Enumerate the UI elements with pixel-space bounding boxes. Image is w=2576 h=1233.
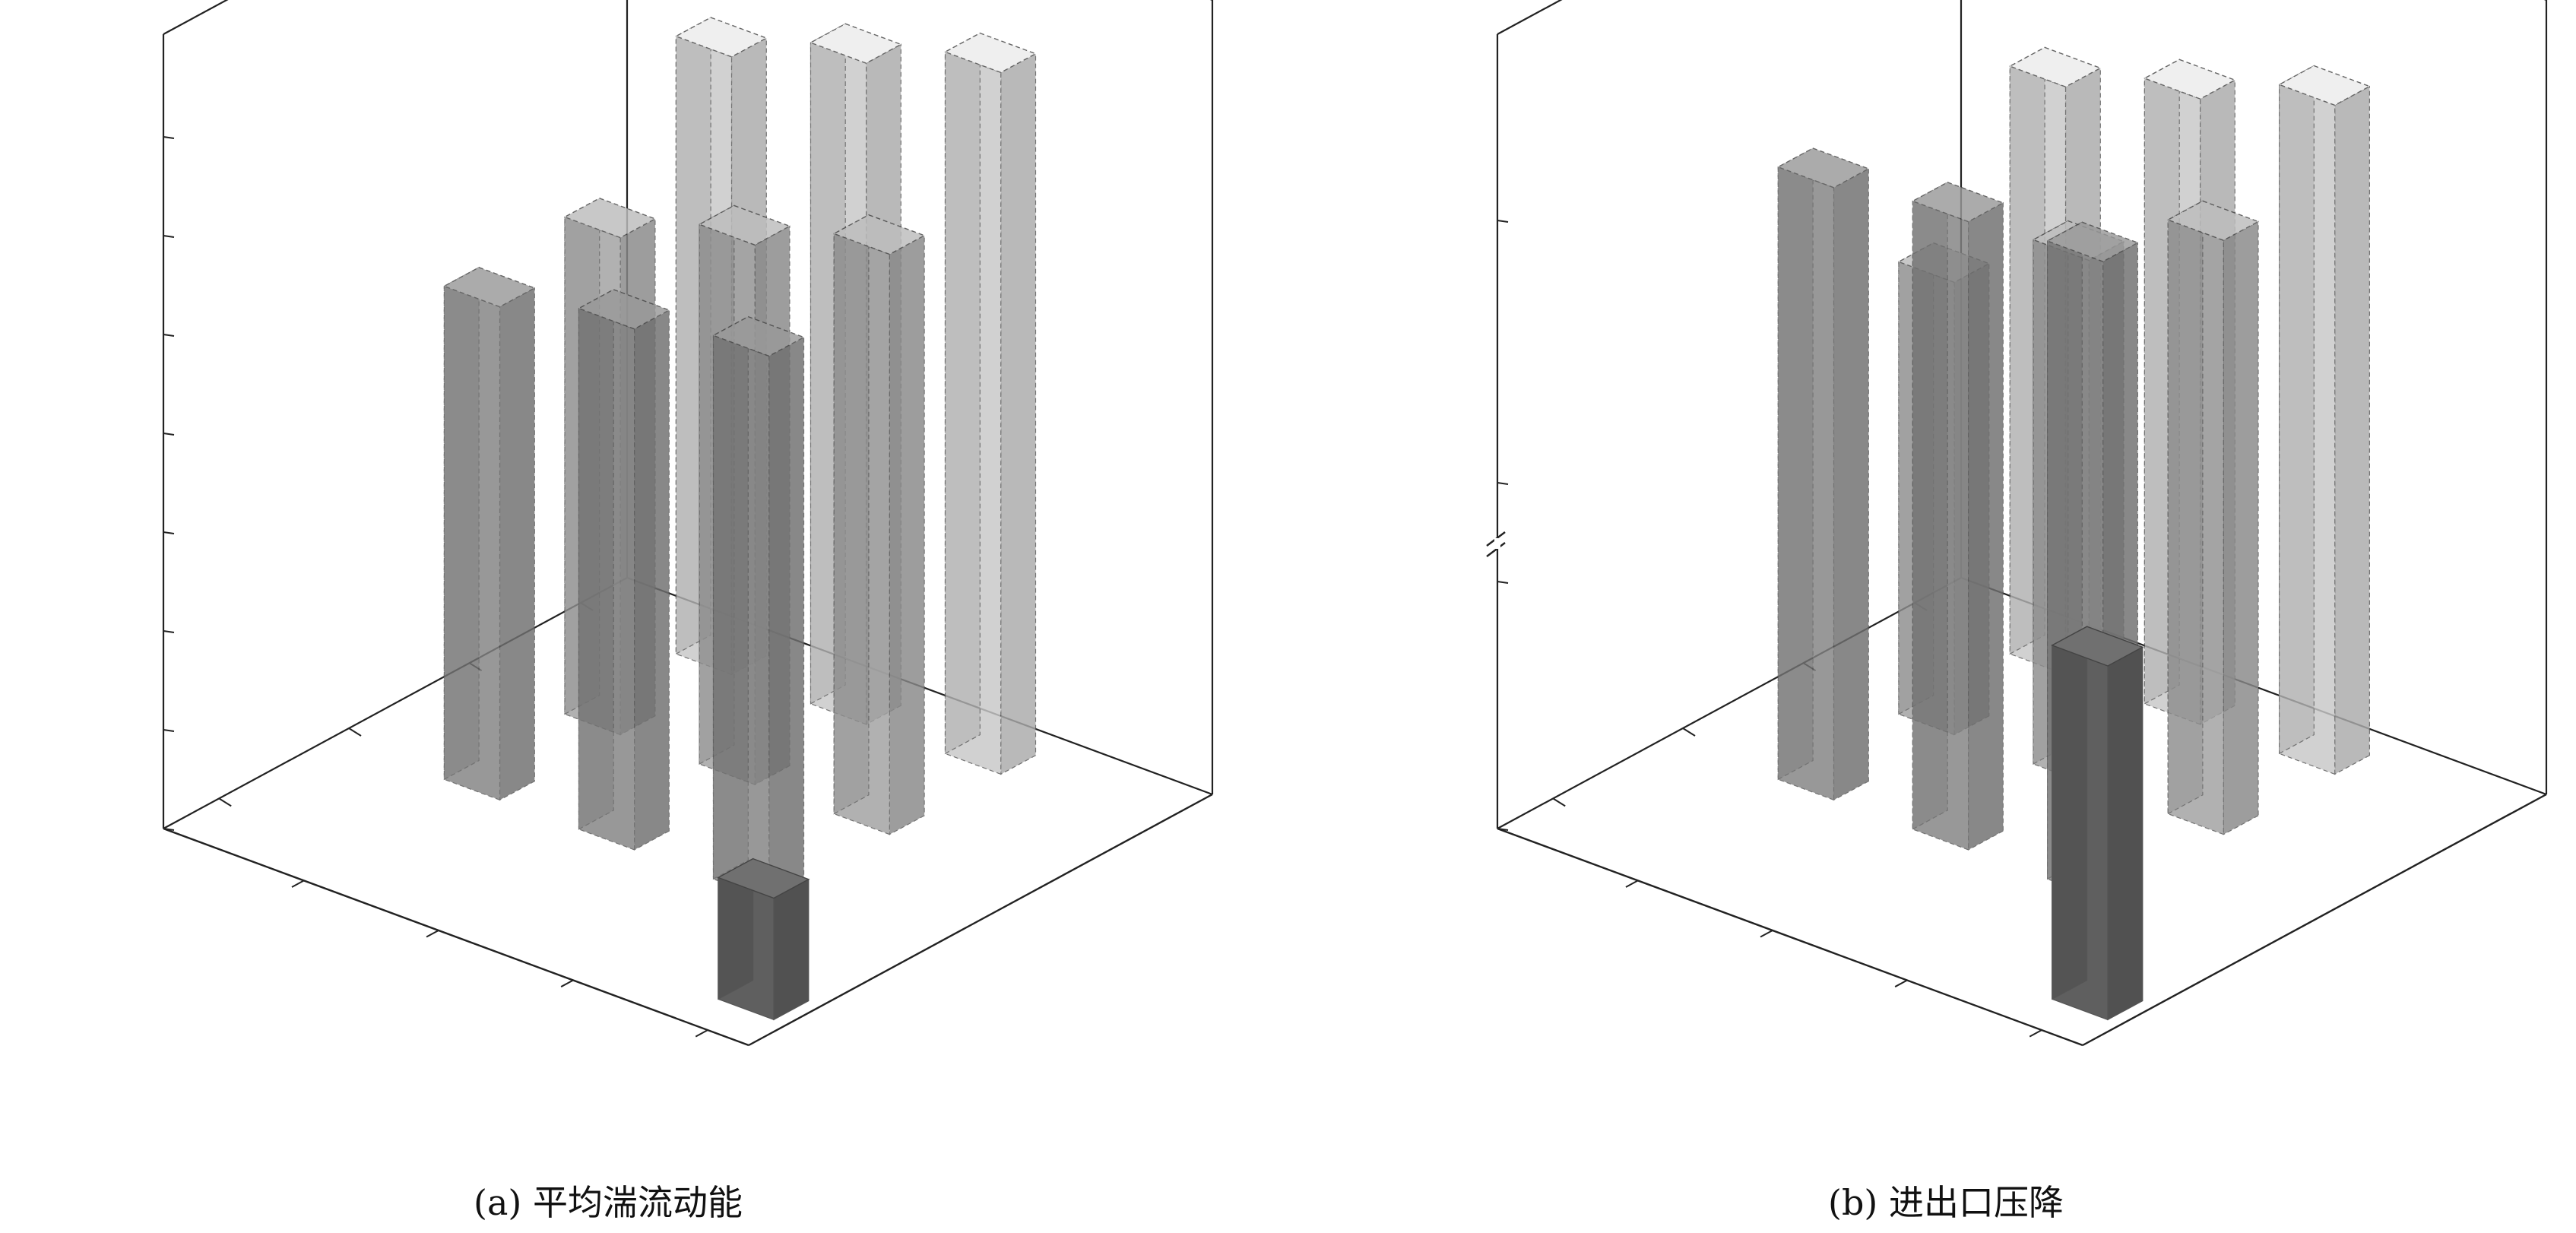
bar-top-face	[717, 857, 810, 899]
bar-side-face	[2167, 200, 2204, 815]
z-tick-mark	[1497, 482, 1509, 485]
x-tick-mark	[426, 930, 439, 938]
bar-left-face	[633, 309, 670, 851]
bar-top-face	[2008, 46, 2102, 87]
axis-break-gap	[1494, 538, 1500, 549]
floor-right-edge	[163, 577, 628, 829]
bar-top-face	[2166, 200, 2260, 241]
bar-0.50-2 : 1	[1911, 181, 2004, 851]
y-axis-line	[2082, 793, 2547, 1047]
y-axis-ticks	[1552, 602, 1928, 807]
x-axis-line	[163, 827, 749, 1047]
panel-b-caption: (b) 进出口压降	[1828, 1182, 2064, 1223]
z-axis-ticks	[163, 136, 175, 831]
bar-0.75-2 : 1	[1776, 147, 1870, 801]
bar-side-face	[833, 214, 870, 815]
x-tick-mark	[1760, 930, 1773, 938]
bar-left-face	[1000, 52, 1037, 775]
bar-top-face	[698, 204, 791, 246]
x-axis-ticks	[1625, 880, 2042, 1038]
bar-top-face	[832, 214, 926, 255]
bar-left-face	[768, 336, 805, 901]
bar-top-face	[943, 32, 1038, 74]
z-tick-mark	[1497, 828, 1509, 831]
bar-top-face	[1911, 182, 2004, 223]
y-axis-line	[748, 793, 1213, 1047]
bar-初始模型-初始模型	[2051, 626, 2144, 1021]
bar-0.25-1 : 1	[832, 214, 926, 835]
x-tick-mark	[1625, 880, 1639, 888]
bar-top-face	[711, 315, 806, 357]
bar-0.25-1 : 2	[2277, 65, 2372, 775]
bar-初始模型-初始模型	[717, 857, 810, 1021]
bar-top-face	[2277, 65, 2372, 106]
bar-side-face	[443, 266, 480, 781]
bar-side-face	[1912, 181, 1948, 830]
bar-0.25-1 : 2	[943, 32, 1038, 775]
bar-side-face	[944, 32, 981, 755]
bar-left-face	[889, 234, 925, 835]
bar-side-face	[1777, 147, 1814, 781]
bar-side-face	[2279, 65, 2315, 755]
y-axis-ticks	[218, 602, 594, 807]
z-tick-mark	[163, 235, 175, 238]
bar-top-face	[2045, 221, 2140, 262]
y-tick-mark	[348, 727, 362, 737]
y-tick-mark	[218, 797, 232, 807]
bar-left-face	[2107, 646, 2143, 1021]
bar-left-face	[773, 878, 810, 1021]
z-axis-ticks	[1486, 220, 1509, 831]
bar-0.25-2 : 1	[711, 315, 806, 901]
bar-left-face	[1968, 201, 2004, 851]
x-axis-ticks	[291, 880, 708, 1038]
z-tick-mark	[1497, 220, 1509, 223]
z-tick-mark	[163, 828, 175, 831]
bar-left-face	[2223, 220, 2259, 835]
bars	[1776, 46, 2372, 1021]
bar-top-face	[674, 17, 768, 58]
bar-0.25-1 : 1	[2166, 200, 2260, 835]
y-tick-mark	[1552, 797, 1566, 807]
box-top-edge	[163, 0, 229, 35]
panel-b-chart	[1486, 0, 2548, 1047]
bar-top-face	[442, 267, 536, 308]
x-tick-mark	[2029, 1029, 2042, 1038]
bar-side-face	[578, 288, 614, 830]
bar-top-face	[577, 289, 670, 330]
box-top-edge	[1497, 0, 1563, 35]
x-tick-mark	[695, 1029, 708, 1038]
z-tick-mark	[163, 334, 175, 337]
bar-0.50-2 : 1	[577, 288, 670, 851]
bar-left-face	[1833, 167, 1869, 801]
bar-top-face	[2051, 626, 2144, 667]
bar-top-face	[2143, 59, 2236, 100]
bar-top-face	[809, 23, 902, 64]
bar-top-face	[563, 198, 657, 239]
z-tick-mark	[163, 630, 175, 633]
x-axis-line	[1497, 827, 2083, 1047]
z-tick-mark	[163, 729, 175, 732]
bar-side-face	[712, 315, 749, 880]
y-tick-mark	[1682, 727, 1696, 737]
bar-left-face	[2334, 85, 2370, 775]
panel-a-caption: (a) 平均湍流动能	[474, 1182, 743, 1223]
bar-top-face	[1776, 147, 1870, 189]
z-tick-mark	[1497, 581, 1509, 584]
x-tick-mark	[1894, 979, 1908, 987]
bar-0.75-2 : 1	[442, 266, 536, 801]
x-tick-mark	[291, 880, 305, 888]
floor-right-edge	[1497, 577, 1962, 829]
panel-a-chart	[162, 0, 1214, 1047]
bar-side-face	[2052, 626, 2088, 1000]
z-tick-mark	[163, 433, 175, 436]
z-tick-mark	[163, 531, 175, 534]
z-tick-mark	[163, 136, 175, 139]
bars	[442, 16, 1038, 1021]
bar-left-face	[499, 287, 535, 801]
x-tick-mark	[560, 979, 574, 987]
